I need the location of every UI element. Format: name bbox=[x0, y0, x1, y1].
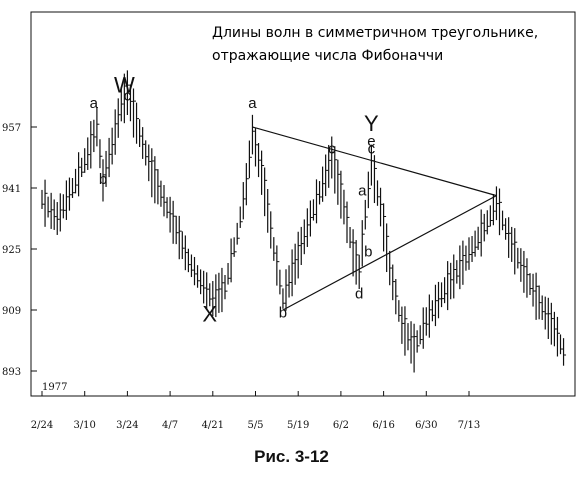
price-bars bbox=[41, 70, 567, 373]
wave-label: a bbox=[248, 95, 257, 112]
wave-label: a bbox=[358, 183, 367, 200]
wave-label: d bbox=[355, 286, 363, 303]
x-tick-label: 5/19 bbox=[287, 420, 309, 431]
year-label: 1977 bbox=[42, 382, 67, 393]
chart-title-line-1: Длины волн в симметричном треугольнике, bbox=[212, 25, 538, 41]
y-tick-label: 941 bbox=[2, 184, 21, 195]
y-tick-label: 957 bbox=[2, 123, 21, 134]
x-axis-ticks: 2/24 3/10 3/24 4/7 4/21 5/5 5/19 6/2 6/16 6/30 7/1… bbox=[31, 391, 480, 431]
x-tick-label: 5/5 bbox=[247, 420, 263, 431]
wave-label: b bbox=[99, 171, 107, 188]
x-tick-label: 6/2 bbox=[333, 420, 349, 431]
x-tick-label: 6/30 bbox=[415, 420, 437, 431]
triangle-boundary-line bbox=[252, 126, 497, 197]
wave-label: b bbox=[364, 244, 372, 261]
x-tick-label: 3/24 bbox=[116, 420, 138, 431]
wave-label: b bbox=[279, 305, 287, 322]
plot-frame bbox=[30, 11, 576, 397]
x-tick-label: 2/24 bbox=[31, 420, 53, 431]
triangle-trendlines bbox=[252, 126, 497, 311]
wave-label: a bbox=[90, 95, 99, 112]
x-tick-label: 7/13 bbox=[458, 420, 480, 431]
chart-title-line-2: отражающие числа Фибоначчи bbox=[212, 48, 443, 64]
x-tick-label: 6/16 bbox=[372, 420, 394, 431]
wave-label: W bbox=[114, 73, 135, 98]
wave-label: c bbox=[368, 141, 376, 158]
x-tick-label: 4/7 bbox=[162, 420, 178, 431]
triangle-boundary-line bbox=[282, 195, 497, 311]
wave-label: c bbox=[328, 141, 336, 158]
y-axis-ticks: 957 941 925 909 893 bbox=[2, 123, 37, 378]
y-tick-label: 909 bbox=[2, 306, 21, 317]
y-tick-label: 893 bbox=[2, 367, 21, 378]
figure-caption: Рис. 3-12 bbox=[254, 447, 329, 466]
x-tick-label: 4/21 bbox=[202, 420, 224, 431]
wave-label: c bbox=[124, 87, 132, 104]
y-tick-label: 925 bbox=[2, 245, 21, 256]
x-tick-label: 3/10 bbox=[73, 420, 95, 431]
wave-label: X bbox=[202, 301, 217, 326]
wave-label: e bbox=[367, 133, 375, 150]
wave-label: Y bbox=[364, 111, 379, 136]
